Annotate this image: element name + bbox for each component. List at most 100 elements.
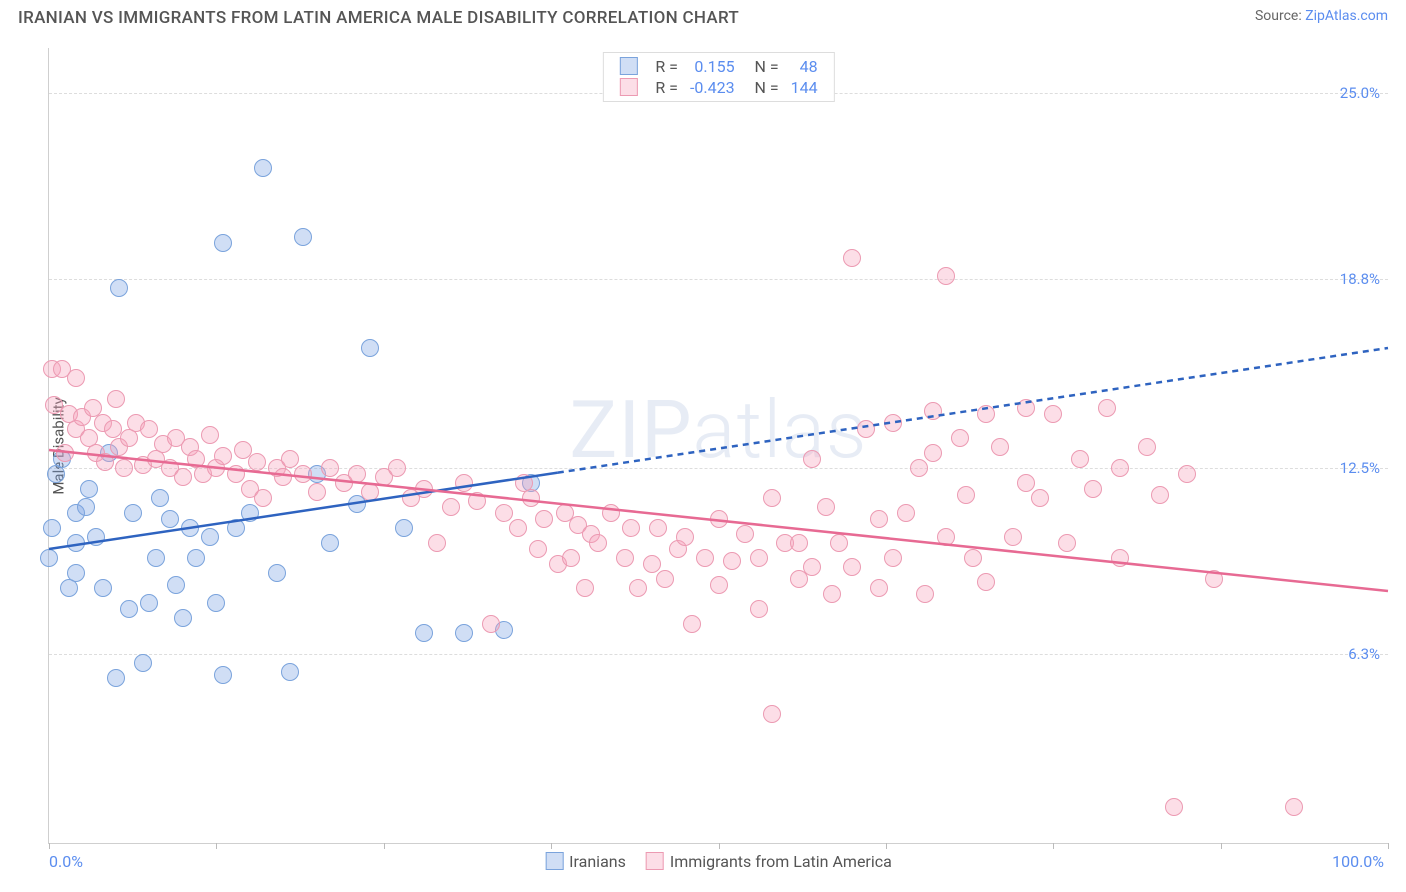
y-tick-label: 18.8% bbox=[1340, 270, 1380, 288]
x-tick-mark bbox=[551, 843, 552, 849]
data-point bbox=[80, 480, 98, 498]
data-point bbox=[174, 468, 192, 486]
data-point bbox=[964, 549, 982, 567]
data-point bbox=[281, 663, 299, 681]
data-point bbox=[1205, 570, 1223, 588]
data-point bbox=[884, 549, 902, 567]
gridline bbox=[49, 654, 1388, 655]
data-point bbox=[60, 579, 78, 597]
data-point bbox=[495, 504, 513, 522]
data-point bbox=[643, 555, 661, 573]
data-point bbox=[897, 504, 915, 522]
data-point bbox=[710, 510, 728, 528]
data-point bbox=[696, 549, 714, 567]
data-point bbox=[750, 549, 768, 567]
x-tick-mark bbox=[49, 843, 50, 849]
legend-swatch bbox=[619, 57, 637, 75]
data-point bbox=[622, 519, 640, 537]
x-tick-mark bbox=[216, 843, 217, 849]
data-point bbox=[509, 519, 527, 537]
legend-n-value: 144 bbox=[785, 77, 824, 98]
data-point bbox=[134, 654, 152, 672]
data-point bbox=[227, 465, 245, 483]
data-point bbox=[321, 534, 339, 552]
data-point bbox=[870, 510, 888, 528]
data-point bbox=[1084, 480, 1102, 498]
x-tick-mark bbox=[886, 843, 887, 849]
data-point bbox=[67, 369, 85, 387]
data-point bbox=[294, 228, 312, 246]
data-point bbox=[656, 570, 674, 588]
data-point bbox=[1017, 474, 1035, 492]
data-point bbox=[576, 579, 594, 597]
legend-swatch bbox=[619, 78, 637, 96]
data-point bbox=[843, 249, 861, 267]
data-point bbox=[1071, 450, 1089, 468]
data-point bbox=[96, 453, 114, 471]
legend-swatch bbox=[545, 852, 563, 870]
data-point bbox=[67, 534, 85, 552]
data-point bbox=[1165, 798, 1183, 816]
data-point bbox=[94, 579, 112, 597]
data-point bbox=[522, 489, 540, 507]
watermark-bold: ZIP bbox=[569, 383, 692, 477]
data-point bbox=[87, 528, 105, 546]
data-point bbox=[870, 579, 888, 597]
data-point bbox=[274, 468, 292, 486]
data-point bbox=[750, 600, 768, 618]
legend-r-value: 0.155 bbox=[684, 56, 741, 77]
data-point bbox=[428, 534, 446, 552]
data-point bbox=[803, 450, 821, 468]
watermark-thin: atlas bbox=[693, 383, 868, 477]
data-point bbox=[167, 576, 185, 594]
source-link[interactable]: ZipAtlas.com bbox=[1305, 8, 1388, 24]
data-point bbox=[790, 534, 808, 552]
data-point bbox=[214, 234, 232, 252]
data-point bbox=[910, 459, 928, 477]
data-point bbox=[56, 444, 74, 462]
data-point bbox=[1151, 486, 1169, 504]
data-point bbox=[174, 609, 192, 627]
data-point bbox=[482, 615, 500, 633]
data-point bbox=[616, 549, 634, 567]
data-point bbox=[529, 540, 547, 558]
data-point bbox=[683, 615, 701, 633]
data-point bbox=[1031, 489, 1049, 507]
data-point bbox=[241, 504, 259, 522]
data-point bbox=[415, 624, 433, 642]
data-point bbox=[214, 666, 232, 684]
data-point bbox=[629, 579, 647, 597]
x-tick-mark bbox=[1388, 843, 1389, 849]
data-point bbox=[736, 525, 754, 543]
data-point bbox=[1098, 399, 1116, 417]
data-point bbox=[147, 549, 165, 567]
data-point bbox=[924, 444, 942, 462]
data-point bbox=[924, 402, 942, 420]
data-point bbox=[43, 519, 61, 537]
data-point bbox=[395, 519, 413, 537]
data-point bbox=[151, 489, 169, 507]
data-point bbox=[124, 504, 142, 522]
legend-swatch bbox=[646, 852, 664, 870]
data-point bbox=[1138, 438, 1156, 456]
data-point bbox=[710, 576, 728, 594]
chart-area: R =0.155 N =48R =-0.423 N =144 ZIPatlas … bbox=[48, 48, 1388, 844]
data-point bbox=[937, 267, 955, 285]
data-point bbox=[803, 558, 821, 576]
source-prefix: Source: bbox=[1255, 8, 1305, 24]
y-tick-label: 12.5% bbox=[1340, 459, 1380, 477]
data-point bbox=[763, 705, 781, 723]
data-point bbox=[214, 447, 232, 465]
data-point bbox=[817, 498, 835, 516]
data-point bbox=[843, 558, 861, 576]
data-point bbox=[676, 528, 694, 546]
source-label: Source: ZipAtlas.com bbox=[1255, 8, 1388, 24]
y-tick-label: 6.3% bbox=[1348, 645, 1380, 663]
data-point bbox=[442, 498, 460, 516]
data-point bbox=[455, 624, 473, 642]
data-point bbox=[1285, 798, 1303, 816]
legend-r-value: -0.423 bbox=[684, 77, 741, 98]
data-point bbox=[201, 426, 219, 444]
x-tick-mark bbox=[384, 843, 385, 849]
data-point bbox=[1178, 465, 1196, 483]
